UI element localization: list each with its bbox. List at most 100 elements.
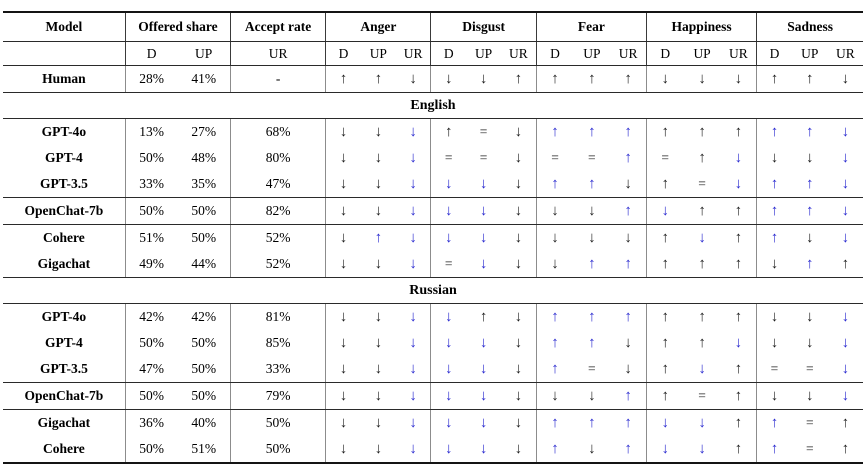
trend-arrow-cell: ↓ [792,304,828,331]
down-arrow-icon: ↓ [841,229,850,246]
down-arrow-icon: ↓ [661,440,669,457]
header-sub-row: D UP UR D UP UR D UP UR D UP UR D UP UR D UP UR [3,41,863,66]
trend-arrow-cell: ↓ [646,65,684,93]
trend-arrow-cell: = [466,119,501,146]
down-arrow-icon: ↓ [551,229,559,246]
sub-header-UR: UR [501,41,537,66]
trend-arrow-cell: ↑ [791,251,828,278]
trend-arrow-cell: ↓ [827,356,863,383]
equal-sign-icon: = [661,150,670,166]
sub-header-UP: UP [683,41,721,66]
trend-arrow-cell: ↑ [536,119,573,146]
trend-arrow-cell: ↑ [791,65,828,93]
trend-arrow-cell: ↓ [827,382,863,410]
trend-arrow-cell: ↑ [756,65,792,93]
accept-rate-ur-cell: 47% [230,171,327,198]
sub-header-UR: UR [610,41,647,66]
trend-arrow-cell: ↑ [610,303,647,330]
trend-arrow-cell: ↑ [646,119,683,146]
sub-header-blank [3,41,126,66]
trend-arrow-cell: ↑ [536,330,573,356]
up-arrow-icon: ↑ [841,414,850,431]
down-arrow-icon: ↓ [339,387,348,404]
up-arrow-icon: ↑ [806,202,814,219]
table-header: Model Offered share Accept rate Anger Disgus… [3,12,863,66]
sub-header-D: D [646,41,684,66]
sub-header-UR: UR [720,41,758,66]
trend-arrow-cell: ↓ [466,171,502,198]
up-arrow-icon: ↑ [698,123,706,140]
down-arrow-icon: ↓ [339,123,348,140]
down-arrow-icon: ↓ [806,308,814,325]
trend-arrow-cell: = [756,356,792,383]
down-arrow-icon: ↓ [479,387,488,404]
model-name-cell: GPT-3.5 [3,171,126,198]
model-name-cell: GPT-4 [3,145,126,171]
trend-arrow-cell: ↓ [361,410,396,437]
trend-arrow-cell: ↓ [325,356,361,383]
trend-arrow-cell: ↑ [684,145,721,171]
down-arrow-icon: ↓ [698,229,706,246]
accept-rate-ur-cell: - [230,65,327,93]
up-arrow-icon: ↑ [624,414,632,431]
down-arrow-icon: ↓ [374,360,383,377]
trend-arrow-cell: ↓ [430,382,467,410]
down-arrow-icon: ↓ [841,149,850,166]
trend-arrow-cell: ↑ [791,197,828,225]
trend-arrow-cell: ↑ [757,119,792,146]
up-arrow-icon: ↑ [770,440,779,457]
offered-share-up-cell: 50% [177,356,232,383]
down-arrow-icon: ↓ [444,440,453,457]
trend-arrow-cell: ↓ [326,145,361,171]
trend-arrow-cell: ↓ [431,410,466,437]
model-name-cell: Cohere [3,436,126,463]
down-arrow-icon: ↓ [339,229,348,246]
down-arrow-icon: ↓ [841,70,850,87]
down-arrow-icon: ↓ [409,202,417,219]
trend-arrow-cell: ↑ [610,251,647,278]
trend-arrow-cell: ↓ [501,409,537,436]
model-name-cell: Gigachat [3,409,126,436]
down-arrow-icon: ↓ [514,414,523,431]
equal-sign-icon: = [698,176,706,192]
trend-arrow-cell: ↑ [536,436,573,463]
accept-rate-ur-cell: 68% [230,118,327,145]
trend-arrow-cell: ↓ [827,197,863,225]
down-arrow-icon: ↓ [770,308,779,325]
trend-arrow-cell: ↓ [610,330,647,356]
down-arrow-icon: ↓ [514,440,523,457]
trend-arrow-cell: ↓ [326,225,361,252]
sub-header-D: D [430,41,467,66]
down-arrow-icon: ↓ [409,440,417,457]
up-arrow-icon: ↑ [588,70,596,87]
section-title-russian: Russian [3,277,863,304]
up-arrow-icon: ↑ [734,387,743,404]
up-arrow-icon: ↑ [624,202,632,219]
up-arrow-icon: ↑ [806,70,814,87]
down-arrow-icon: ↓ [409,308,417,325]
sub-header-D: D [536,41,574,66]
up-arrow-icon: ↑ [661,308,669,325]
trend-arrow-cell: ↓ [466,382,502,410]
up-arrow-icon: ↑ [734,360,743,377]
trend-arrow-cell: ↓ [501,118,537,145]
equal-sign-icon: = [805,361,814,377]
trend-arrow-cell: ↓ [610,356,647,383]
trend-arrow-cell: ↓ [360,382,396,410]
trend-arrow-cell: ↓ [431,436,466,463]
up-arrow-icon: ↑ [551,360,559,377]
equal-sign-icon: = [444,150,453,166]
offered-share-up-cell: 51% [177,436,232,463]
table-row-openchat-7b: OpenChat-7b 50% 50% 82% ↓ ↓ ↓ ↓ ↓ ↓ ↓ ↓ ↑ ↓ ↑ ↑ ↑ ↑ ↓ [3,197,863,225]
down-arrow-icon: ↓ [374,414,383,431]
trend-arrow-cell: ↓ [466,251,502,278]
down-arrow-icon: ↓ [698,360,706,377]
down-arrow-icon: ↓ [841,387,850,404]
column-group-model: Model [3,12,126,42]
accept-rate-ur-cell: 81% [230,303,327,330]
down-arrow-icon: ↓ [661,414,669,431]
trend-arrow-cell: ↓ [828,145,863,171]
down-arrow-icon: ↓ [374,123,383,140]
trend-arrow-cell: ↑ [610,65,647,93]
